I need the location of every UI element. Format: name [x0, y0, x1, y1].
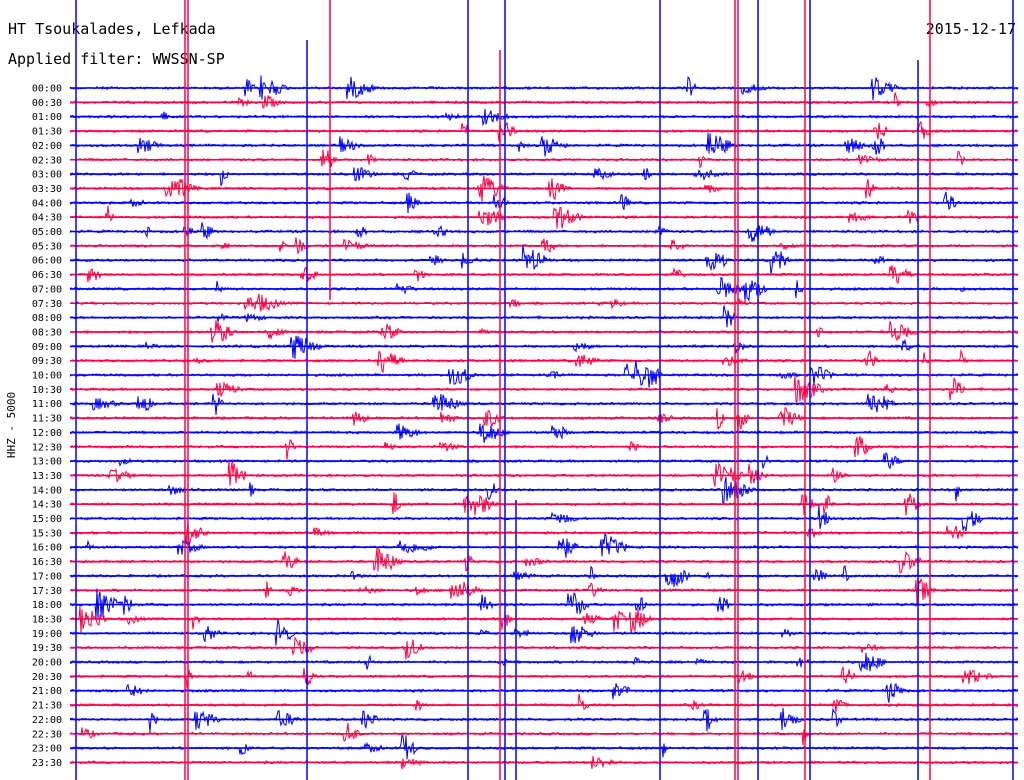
trace-line	[69, 407, 1019, 433]
row-time-label: 16:00	[32, 543, 62, 554]
row-time-label: 21:30	[32, 701, 62, 712]
row-time-label: 13:00	[32, 457, 62, 468]
row-time-label: 04:30	[32, 213, 62, 224]
row-time-label: 09:00	[32, 342, 62, 353]
traces-group	[69, 0, 1019, 780]
row-time-label: 17:30	[32, 586, 62, 597]
tick-labels-group: 00:00 00:30 01:00 01:30 02:00 02:30 03:00 03:30…	[32, 84, 62, 769]
trace-line	[69, 547, 1019, 574]
trace-line	[69, 459, 1019, 487]
row-time-label: 12:30	[32, 442, 62, 453]
row-time-label: 08:30	[32, 327, 62, 338]
row-time-label: 23:30	[32, 758, 62, 769]
row-time-label: 19:30	[32, 643, 62, 654]
row-time-label: 22:30	[32, 729, 62, 740]
row-time-label: 02:30	[32, 155, 62, 166]
row-time-label: 23:00	[32, 744, 62, 755]
row-time-label: 13:30	[32, 471, 62, 482]
row-time-label: 07:30	[32, 299, 62, 310]
row-time-label: 06:30	[32, 270, 62, 281]
row-time-label: 15:30	[32, 528, 62, 539]
station-title: HT Tsoukalades, Lefkada	[8, 20, 216, 38]
row-time-label: 06:00	[32, 256, 62, 267]
trace-line	[69, 636, 1019, 660]
date-label: 2015-12-17	[925, 20, 1016, 38]
row-time-label: 03:00	[32, 170, 62, 181]
trace-line	[69, 682, 1019, 703]
row-time-label: 11:30	[32, 414, 62, 425]
trace-line	[69, 120, 1019, 142]
row-time-label: 20:00	[32, 658, 62, 669]
row-time-label: 22:00	[32, 715, 62, 726]
row-time-label: 18:30	[32, 614, 62, 625]
row-time-label: 17:00	[32, 571, 62, 582]
trace-line	[69, 237, 1019, 255]
trace-line	[69, 577, 1019, 605]
trace-line	[69, 305, 1019, 328]
row-time-label: 09:30	[32, 356, 62, 367]
trace-line	[69, 532, 1019, 558]
row-time-label: 01:30	[32, 127, 62, 138]
row-time-label: 00:00	[32, 84, 62, 95]
row-time-label: 16:30	[32, 557, 62, 568]
trace-line	[69, 205, 1019, 229]
trace-line	[69, 693, 1019, 713]
row-time-label: 05:30	[32, 241, 62, 252]
row-time-label: 01:00	[32, 112, 62, 123]
trace-line	[69, 436, 1019, 460]
row-time-label: 20:30	[32, 672, 62, 683]
row-time-label: 11:00	[32, 399, 62, 410]
row-time-label: 21:00	[32, 686, 62, 697]
row-time-label: 07:00	[32, 284, 62, 295]
trace-line	[69, 522, 1019, 546]
row-time-label: 03:30	[32, 184, 62, 195]
row-time-label: 08:00	[32, 313, 62, 324]
row-time-label: 10:00	[32, 371, 62, 382]
trace-line	[69, 92, 1019, 109]
row-time-label: 15:00	[32, 514, 62, 525]
trace-line	[69, 666, 1019, 689]
row-time-label: 00:30	[32, 98, 62, 109]
trace-line	[69, 619, 1019, 646]
row-time-label: 14:30	[32, 500, 62, 511]
row-time-label: 19:00	[32, 629, 62, 640]
trace-line	[69, 359, 1019, 388]
row-time-label: 18:00	[32, 600, 62, 611]
row-time-label: 02:00	[32, 141, 62, 152]
filter-label: Applied filter: WWSSN-SP	[8, 50, 225, 68]
trace-line	[69, 733, 1019, 760]
trace-line	[69, 244, 1019, 275]
y-axis-label: HHZ - 5000	[5, 392, 18, 458]
row-time-label: 14:00	[32, 485, 62, 496]
trace-line	[69, 166, 1019, 188]
row-time-label: 10:30	[32, 385, 62, 396]
row-time-label: 12:00	[32, 428, 62, 439]
row-time-label: 05:00	[32, 227, 62, 238]
row-time-label: 04:00	[32, 198, 62, 209]
